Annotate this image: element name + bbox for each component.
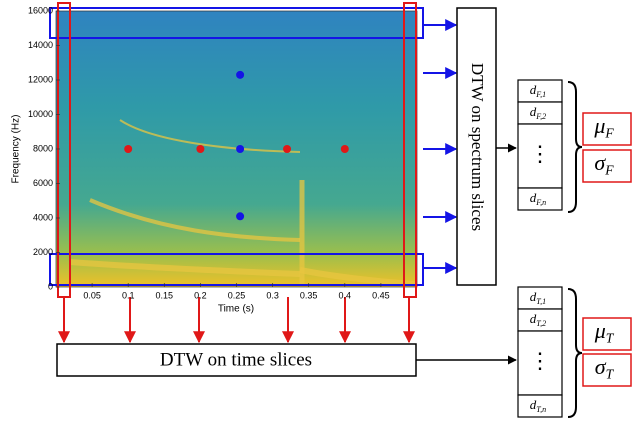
y-axis-label: Frequency (Hz) xyxy=(11,115,22,184)
stat-label: σF xyxy=(594,150,614,178)
x-tick-label: 0.05 xyxy=(83,290,101,300)
vector-cell xyxy=(517,187,563,211)
vector-entry: dF,1 xyxy=(530,82,546,99)
vector-ellipsis: ⋮ xyxy=(529,141,551,166)
vector-cell xyxy=(517,123,563,189)
stat-label: μT xyxy=(594,318,615,346)
stat-box xyxy=(582,353,632,387)
red-points xyxy=(340,145,349,153)
vector-entry: dT,n xyxy=(530,397,546,414)
x-tick-label: 0.35 xyxy=(300,290,318,300)
vector-entry: dF,2 xyxy=(530,104,546,121)
vector-entry-subscript: T,2 xyxy=(536,319,546,328)
vector-cell xyxy=(517,394,563,418)
stat-box xyxy=(582,317,632,351)
vector-entry-symbol: d xyxy=(530,82,537,97)
spectrum-box-label: DTW on spectrum slices xyxy=(468,63,487,231)
stat-box xyxy=(582,112,632,146)
vector-entry-subscript: F,2 xyxy=(535,112,546,121)
stat-label-subscript: T xyxy=(606,367,615,382)
vector-entry: dF,n xyxy=(530,190,546,207)
x-tick-label: 0.4 xyxy=(339,290,352,300)
x-tick-label: 0.25 xyxy=(228,290,246,300)
blue-points xyxy=(236,145,245,153)
stat-label-subscript: T xyxy=(606,331,615,346)
formants xyxy=(69,119,418,287)
x-tick-label: 0.3 xyxy=(266,290,279,300)
vector-entry-symbol: d xyxy=(530,311,537,326)
brace xyxy=(567,81,583,213)
stat-box xyxy=(582,149,632,183)
y-tick-label: 16000 xyxy=(28,5,53,15)
stat-label-symbol: μ xyxy=(594,318,606,343)
vector-entry-symbol: d xyxy=(530,104,537,119)
y-tick-label: 14000 xyxy=(28,40,53,50)
vector-entry-subscript: T,n xyxy=(536,405,546,414)
vector-entry-subscript: F,n xyxy=(535,198,546,207)
vector-entry: dT,1 xyxy=(530,289,546,306)
y-tick-label: 6000 xyxy=(33,178,53,188)
stat-label-subscript: F xyxy=(604,126,614,141)
blue-points xyxy=(236,70,245,79)
y-tick-label: 2000 xyxy=(33,247,53,257)
red-points xyxy=(196,145,205,153)
vector-cell xyxy=(517,330,563,396)
y-tick-label: 8000 xyxy=(33,143,53,153)
x-tick-label: 0.2 xyxy=(194,290,207,300)
vector-entry: dT,2 xyxy=(530,311,546,328)
stat-label: σT xyxy=(595,354,615,382)
y-tick-label: 12000 xyxy=(28,74,53,84)
y-tick-label: 0 xyxy=(48,281,53,291)
red-points xyxy=(283,145,292,153)
blue-arrows xyxy=(423,19,458,274)
vector-entry-symbol: d xyxy=(530,190,537,205)
vector-entry-subscript: F,1 xyxy=(535,90,546,99)
brace xyxy=(567,288,583,418)
stat-label-symbol: σ xyxy=(594,150,606,175)
y-tick-label: 4000 xyxy=(33,212,53,222)
stat-label-symbol: σ xyxy=(595,354,607,379)
x-tick-label: 0.1 xyxy=(122,290,135,300)
x-axis-label: Time (s) xyxy=(218,304,254,315)
vector-entry-subscript: T,1 xyxy=(536,297,546,306)
spectrum-box xyxy=(456,7,497,286)
stat-label-subscript: F xyxy=(604,163,614,178)
x-tick-label: 0.15 xyxy=(156,290,174,300)
x-tick-label: 0.45 xyxy=(372,290,390,300)
y-tick-label: 10000 xyxy=(28,109,53,119)
black-arrows xyxy=(416,143,517,365)
time-box-label: DTW on time slices xyxy=(160,349,312,370)
blue-points xyxy=(236,212,245,221)
stat-label: μF xyxy=(593,113,614,141)
vector-entry-symbol: d xyxy=(530,289,537,304)
red-arrows xyxy=(58,297,415,344)
vector-ellipsis: ⋮ xyxy=(529,348,551,373)
stat-label-symbol: μ xyxy=(593,113,605,138)
red-points xyxy=(124,145,133,153)
vector-entry-symbol: d xyxy=(530,397,537,412)
